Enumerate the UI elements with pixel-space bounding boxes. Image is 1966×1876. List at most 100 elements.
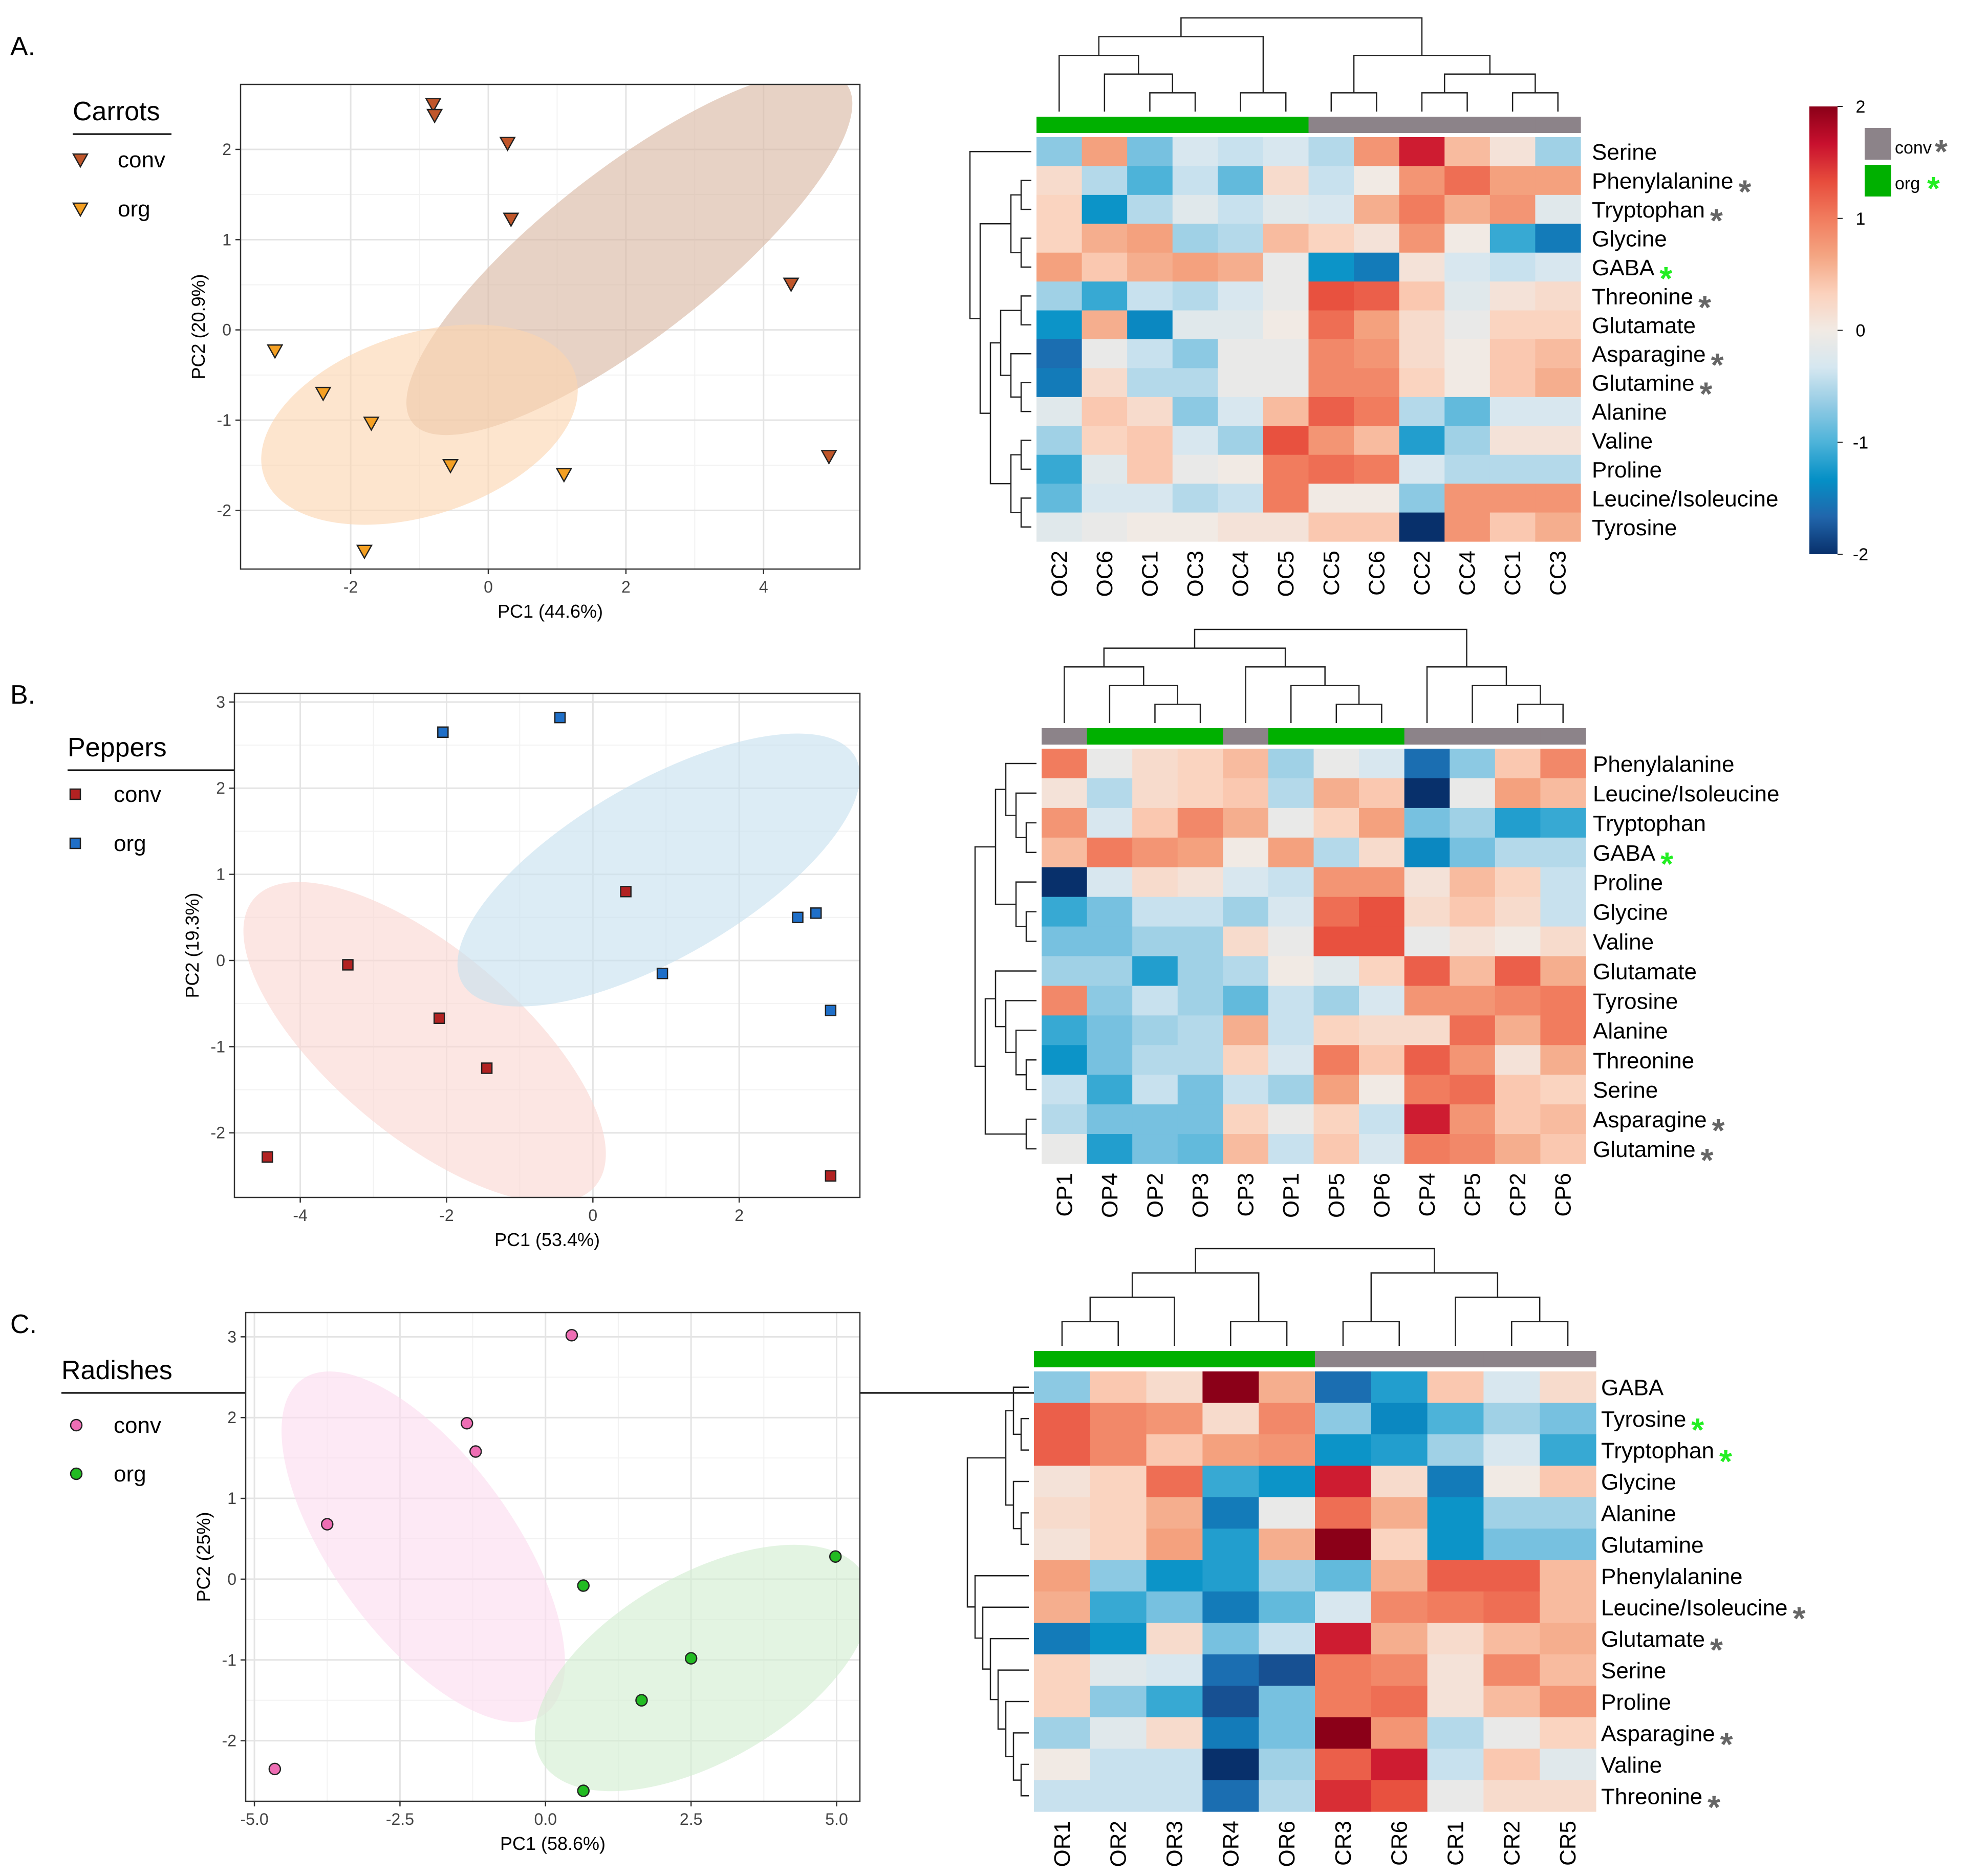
row-label: Tryptophan [1592, 198, 1705, 223]
heat-cell [1404, 867, 1450, 898]
row-label: Tryptophan [1593, 811, 1706, 836]
heat-cell [1354, 484, 1400, 513]
ellipse-conv [282, 1371, 565, 1722]
heat-cell [1371, 1434, 1428, 1466]
column-label: CR2 [1499, 1821, 1524, 1866]
row-label: GABA [1601, 1376, 1664, 1401]
heat-cell [1042, 1015, 1088, 1045]
dendrogram-branch [1020, 440, 1031, 470]
heat-cell [1177, 1134, 1223, 1164]
dendrogram-branch [1426, 666, 1507, 723]
heat-cell [1259, 1466, 1315, 1498]
point-org [810, 907, 822, 919]
legend-conv-label: conv [114, 1413, 161, 1438]
heat-cell [1450, 778, 1496, 809]
dendrogram-branch [1025, 822, 1036, 853]
column-label: CC3 [1546, 551, 1571, 596]
heat-cell [1404, 1104, 1450, 1135]
heat-cell [1313, 986, 1359, 1016]
colorbar-tick-label: -2 [1853, 545, 1868, 564]
group-bar-conv [1223, 728, 1269, 745]
heat-cell [1146, 1654, 1203, 1686]
column-dendrogram [1061, 1248, 1569, 1346]
heat-cell [1202, 1529, 1259, 1561]
point-org [829, 1550, 842, 1563]
heat-cell [1202, 1654, 1259, 1686]
panel-1: B. Peppers conv org -4 -2 0 2 -2 -1 0 1 2 3 PC1 (53.4%… [10, 628, 1779, 1250]
heat-cell [1218, 281, 1264, 311]
heat-cell [1308, 454, 1354, 484]
heat-cell [1223, 778, 1269, 809]
heat-cell [1308, 224, 1354, 253]
heat-cell [1313, 867, 1359, 898]
heat-cell [1399, 224, 1445, 253]
column-label: OP3 [1188, 1173, 1213, 1218]
y-tick-label: 2 [222, 140, 231, 159]
point-conv [342, 959, 354, 971]
dendrogram-branch [1005, 762, 1036, 816]
significance-star: * [1720, 1726, 1733, 1762]
heat-cell [1540, 1075, 1586, 1105]
legend-conv-label: conv [118, 147, 165, 172]
heat-cell [1313, 1075, 1359, 1105]
heat-cell [1399, 484, 1445, 513]
heat-cell [1146, 1717, 1203, 1749]
dendrogram-branch [1005, 1410, 1013, 1506]
heat-cell [1540, 1434, 1596, 1466]
significance-star: * [1701, 1142, 1714, 1179]
heat-cell [1082, 454, 1128, 484]
group-bar-org [1090, 1351, 1147, 1367]
heat-cell [1218, 339, 1264, 369]
heat-cell [1489, 368, 1536, 398]
heat-cell [1263, 252, 1309, 282]
heat-cell [1263, 339, 1309, 369]
heat-cell [1404, 926, 1450, 957]
heat-cell [1132, 1045, 1178, 1075]
heat-cell [1535, 426, 1581, 455]
heat-cell [1540, 1371, 1596, 1404]
column-label: OP6 [1369, 1173, 1394, 1218]
heat-cell [1259, 1371, 1315, 1404]
legend-org-marker [69, 837, 81, 849]
heat-cell [1315, 1623, 1372, 1655]
heat-cell [1540, 1560, 1596, 1592]
heat-cell [1489, 397, 1536, 426]
heat-cell [1444, 137, 1490, 167]
dendrogram-branch [1025, 1118, 1036, 1150]
heat-cell [1359, 1134, 1405, 1164]
point-org [656, 967, 668, 979]
group-bar-org [1036, 117, 1083, 133]
heat-cell [1202, 1591, 1259, 1624]
panel-label: A. [10, 32, 35, 61]
row-label: Leucine/Isoleucine [1592, 486, 1778, 511]
heat-cell [1444, 368, 1490, 398]
heat-cell [1354, 512, 1400, 542]
heat-cell [1082, 252, 1128, 282]
heat-cell [1036, 484, 1083, 513]
dendrogram-branch [995, 970, 1036, 1028]
row-label: Threonine [1593, 1048, 1694, 1073]
group-bar-conv [1483, 1351, 1540, 1367]
dendrogram-branch [1245, 666, 1326, 723]
heat-cell [1172, 194, 1218, 224]
point-conv [426, 108, 443, 124]
heat-cell [1540, 1654, 1596, 1686]
heat-cell [1087, 1104, 1133, 1135]
heat-cell [1087, 897, 1133, 927]
heat-cell [1177, 1015, 1223, 1045]
heat-cell [1042, 867, 1088, 898]
group-title: Carrots [73, 97, 160, 126]
heat-cell [1177, 926, 1223, 957]
column-label: OC3 [1183, 551, 1208, 597]
legend-conv-label: conv [114, 782, 161, 807]
heat-cell [1489, 426, 1536, 455]
row-label: Tyrosine [1601, 1407, 1686, 1432]
group-bar-conv [1540, 1351, 1596, 1367]
column-label: CR6 [1387, 1821, 1412, 1866]
point-org [356, 544, 373, 560]
row-label: Phenylalanine [1592, 169, 1733, 194]
heat-cell [1359, 1104, 1405, 1135]
heat-cell [1495, 926, 1541, 957]
dendrogram-branch [1020, 382, 1031, 412]
